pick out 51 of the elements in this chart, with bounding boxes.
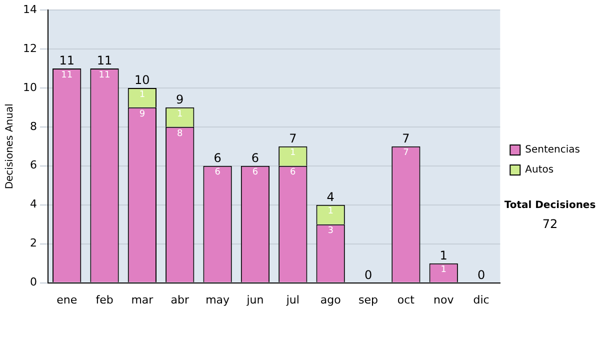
- data-label: 6: [214, 168, 221, 178]
- text: 72: [541, 217, 559, 231]
- text: Total Decisiones: [503, 200, 597, 211]
- y-tick-label: 2: [30, 236, 37, 250]
- legend-label: Autos: [525, 164, 554, 176]
- data-label: 11: [98, 70, 110, 80]
- total-label: 1: [440, 248, 448, 262]
- x-tick-label: sep: [358, 293, 378, 306]
- total-label: 7: [289, 132, 297, 146]
- total-label: 9: [176, 92, 184, 107]
- y-tick-label: 12: [22, 42, 37, 55]
- data-label: 6: [290, 168, 296, 178]
- x-tick-label: ago: [320, 293, 342, 306]
- y-axis-title: Decisiones Anual: [4, 104, 16, 190]
- total-label: 0: [364, 268, 372, 282]
- data-label: 1: [440, 265, 446, 276]
- x-tick-label: jul: [285, 293, 300, 306]
- total-label: 7: [402, 132, 410, 146]
- data-label: 3: [328, 226, 334, 236]
- x-tick-label: nov: [434, 293, 454, 306]
- x-tick-label: feb: [96, 293, 114, 306]
- data-label: 11: [61, 70, 73, 80]
- x-tick-label: mar: [131, 293, 154, 306]
- total-label: 6: [251, 151, 260, 166]
- y-tick-label: 10: [22, 80, 37, 94]
- y-tick-label: 14: [22, 2, 37, 16]
- y-tick-label: 6: [30, 158, 37, 172]
- x-tick-label: oct: [397, 293, 416, 306]
- data-label: 1: [328, 206, 334, 217]
- total-label: 11: [59, 54, 74, 68]
- total-label: 4: [326, 190, 334, 204]
- x-tick-label: ene: [56, 293, 78, 306]
- data-label: 1: [177, 109, 183, 120]
- total-label: 11: [96, 54, 112, 68]
- x-tick-label: may: [206, 293, 230, 306]
- y-tick-label: 0: [30, 276, 37, 289]
- data-label: 1: [290, 148, 296, 158]
- x-tick-label: jun: [246, 293, 264, 306]
- x-tick-label: abr: [170, 293, 190, 306]
- total-label: 0: [477, 268, 486, 282]
- total-label: 6: [214, 151, 222, 166]
- data-label: 1: [139, 90, 146, 100]
- data-label: 8: [177, 128, 184, 139]
- y-tick-label: 8: [30, 120, 37, 133]
- total-label: 10: [134, 73, 150, 88]
- data-label: 7: [403, 148, 409, 158]
- data-label: 6: [252, 168, 258, 178]
- x-tick-label: dic: [473, 293, 490, 306]
- legend-label: Sentencias: [525, 144, 580, 156]
- y-tick-label: 4: [30, 198, 37, 211]
- data-label: 9: [139, 109, 146, 120]
